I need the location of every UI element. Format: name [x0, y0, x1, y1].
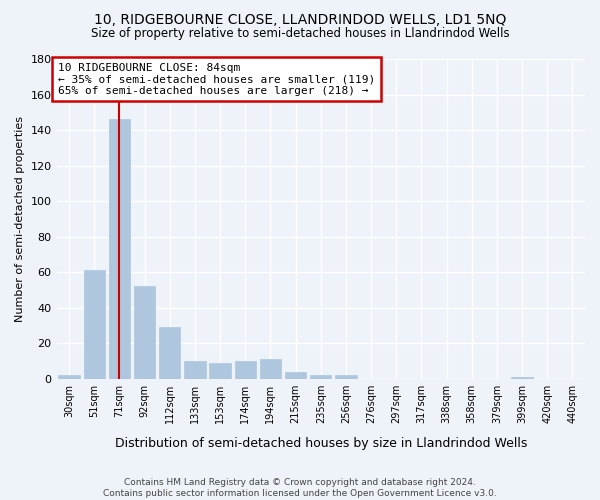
Bar: [335, 376, 356, 379]
Y-axis label: Number of semi-detached properties: Number of semi-detached properties: [15, 116, 25, 322]
Bar: [310, 376, 331, 379]
Bar: [58, 376, 80, 379]
X-axis label: Distribution of semi-detached houses by size in Llandrindod Wells: Distribution of semi-detached houses by …: [115, 437, 527, 450]
Bar: [134, 286, 155, 379]
Bar: [235, 361, 256, 379]
Bar: [109, 120, 130, 379]
Text: 10 RIDGEBOURNE CLOSE: 84sqm
← 35% of semi-detached houses are smaller (119)
65% : 10 RIDGEBOURNE CLOSE: 84sqm ← 35% of sem…: [58, 62, 375, 96]
Text: Size of property relative to semi-detached houses in Llandrindod Wells: Size of property relative to semi-detach…: [91, 28, 509, 40]
Text: Contains HM Land Registry data © Crown copyright and database right 2024.
Contai: Contains HM Land Registry data © Crown c…: [103, 478, 497, 498]
Text: 10, RIDGEBOURNE CLOSE, LLANDRINDOD WELLS, LD1 5NQ: 10, RIDGEBOURNE CLOSE, LLANDRINDOD WELLS…: [94, 12, 506, 26]
Bar: [209, 363, 231, 379]
Bar: [159, 328, 181, 379]
Bar: [285, 372, 307, 379]
Bar: [83, 270, 105, 379]
Bar: [260, 360, 281, 379]
Bar: [511, 377, 533, 379]
Bar: [184, 361, 206, 379]
